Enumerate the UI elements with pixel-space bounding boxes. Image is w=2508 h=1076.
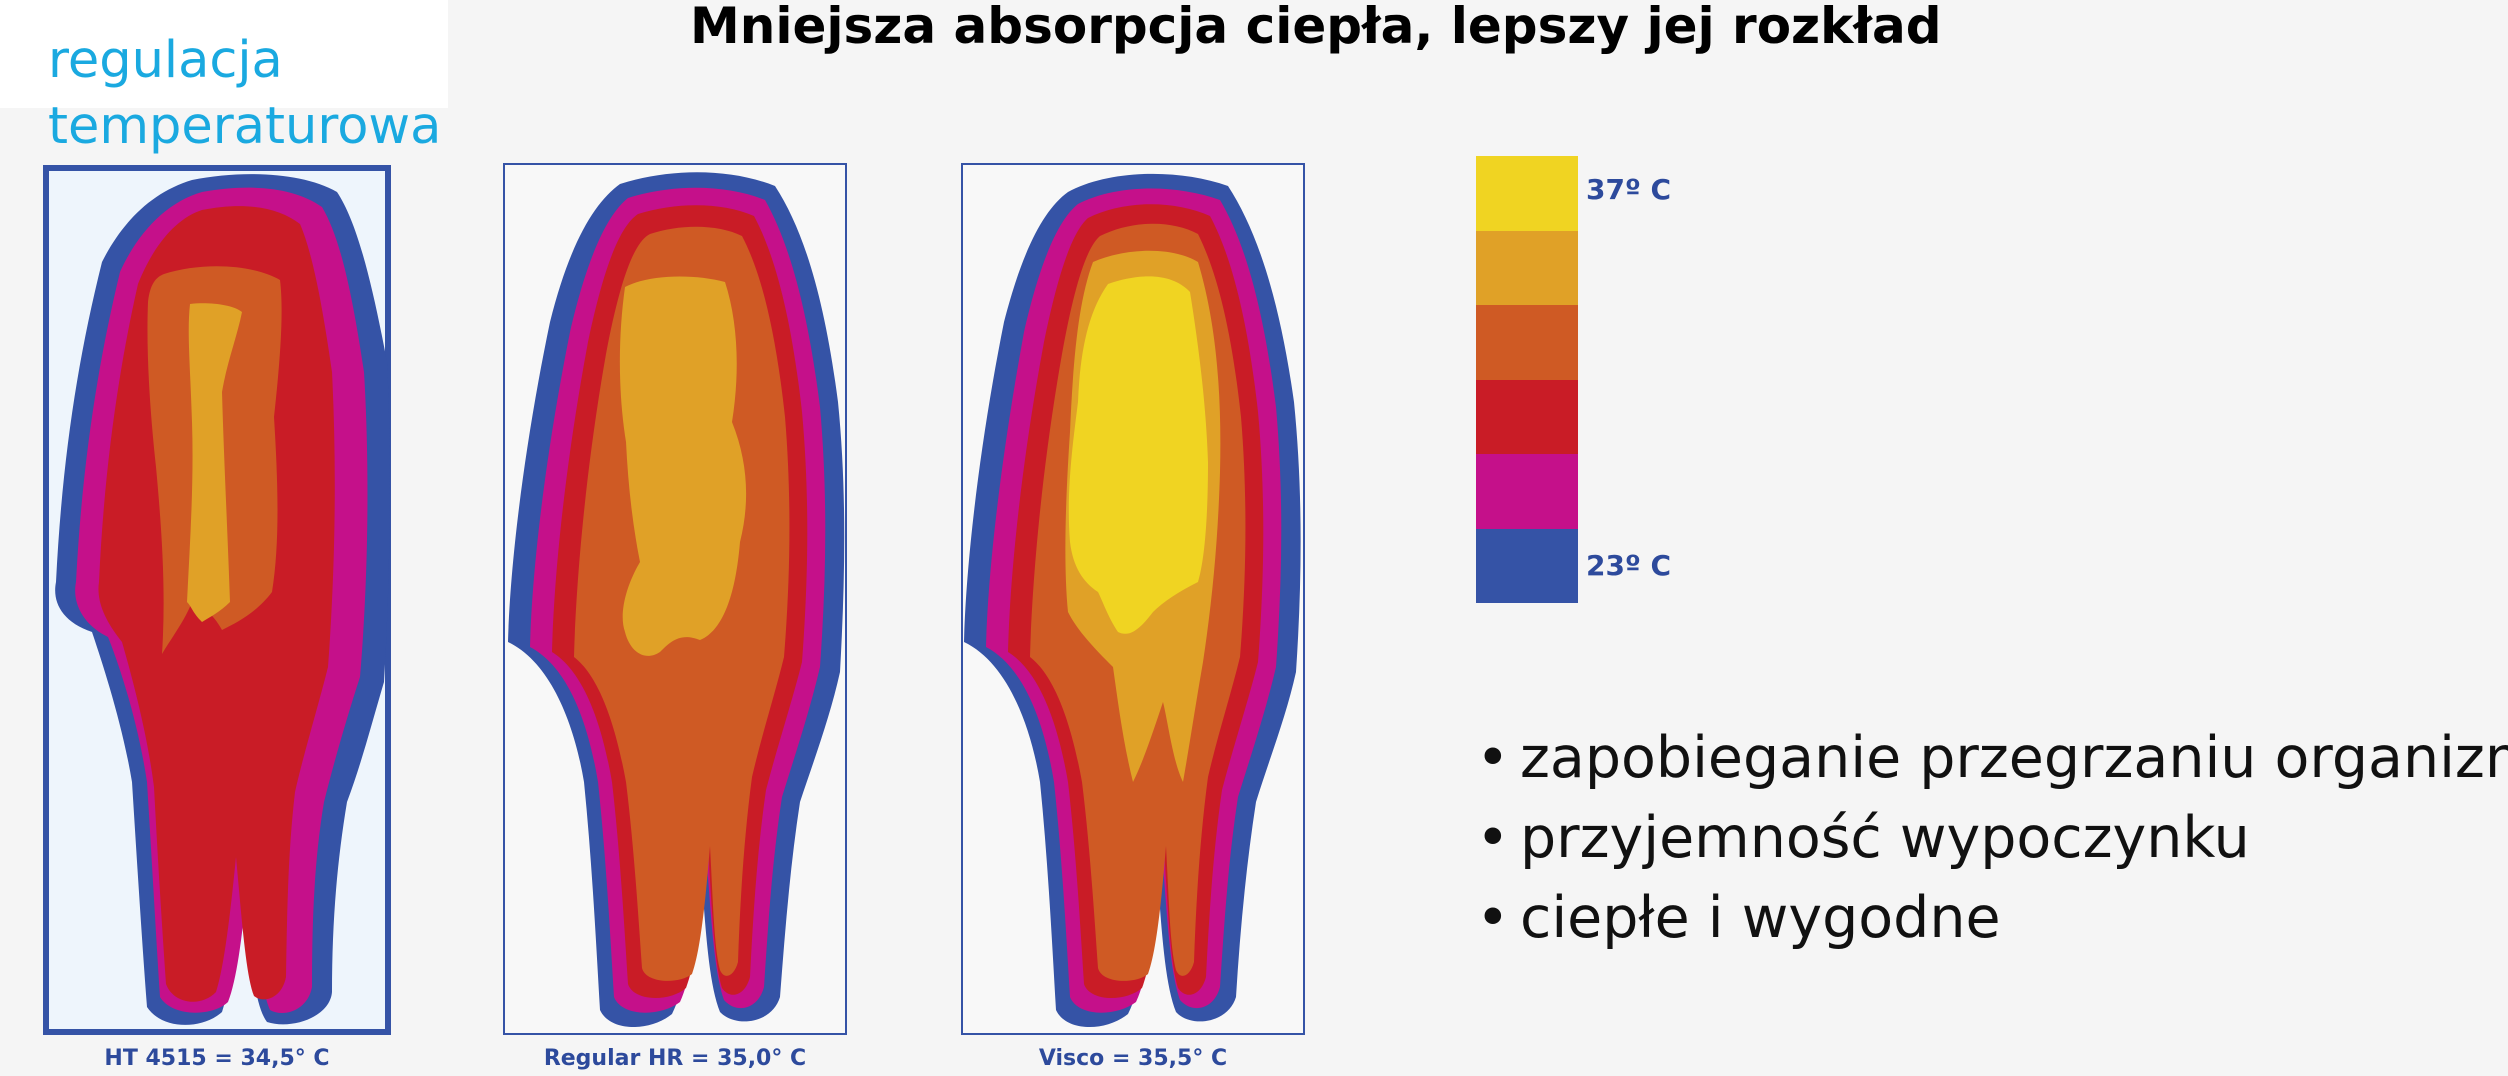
legend-swatch-yellow xyxy=(1476,156,1578,231)
feature-bullet-list: • zapobieganie przegrzaniu organizmu • prz… xyxy=(1476,718,2508,958)
legend-swatch-blue xyxy=(1476,528,1578,603)
topic-tag-line2: temperaturowa xyxy=(48,97,442,156)
thermal-body-map-regular-hr xyxy=(503,163,847,1035)
zone-yellow xyxy=(1068,276,1208,634)
bullet-dot-icon: • xyxy=(1476,805,1510,871)
topic-tag: regulacja temperaturowa xyxy=(48,28,441,160)
legend-max-label: 37º C xyxy=(1586,173,1672,206)
legend-min-label: 23º C xyxy=(1586,549,1672,582)
legend-swatch-magenta xyxy=(1476,454,1578,529)
bullet-dot-icon: • xyxy=(1476,885,1510,951)
thermal-panel-regular-hr xyxy=(500,162,850,1036)
panel-caption-visco: Visco = 35,5° C xyxy=(1038,1046,1228,1071)
thermal-body-map-ht4515 xyxy=(43,165,391,1035)
thermal-panel-visco xyxy=(958,162,1308,1036)
legend-swatch-red xyxy=(1476,379,1578,454)
topic-tag-line1: regulacja xyxy=(48,31,283,90)
thermal-panel-ht4515 xyxy=(42,162,392,1036)
bullet-item: • przyjemność wypoczynku xyxy=(1476,798,2508,878)
legend-swatch-orange xyxy=(1476,305,1578,380)
bullet-item: • zapobieganie przegrzaniu organizmu xyxy=(1476,718,2508,798)
topic-tag-box: regulacja temperaturowa xyxy=(0,0,448,156)
panel-caption-regular-hr: Regular HR = 35,0° C xyxy=(543,1046,807,1071)
panel-caption-ht4515: HT 4515 = 34,5° C xyxy=(104,1046,330,1071)
zone-amber xyxy=(619,276,747,656)
temperature-legend xyxy=(1476,156,1578,603)
slide-title: Mniejsza absorpcja ciepła, lepszy jej ro… xyxy=(690,0,1942,55)
legend-swatch-amber xyxy=(1476,230,1578,305)
thermal-body-map-visco xyxy=(961,163,1305,1035)
bullet-item: • ciepłe i wygodne xyxy=(1476,878,2508,958)
zone-amber xyxy=(187,303,242,622)
bullet-dot-icon: • xyxy=(1476,725,1510,791)
